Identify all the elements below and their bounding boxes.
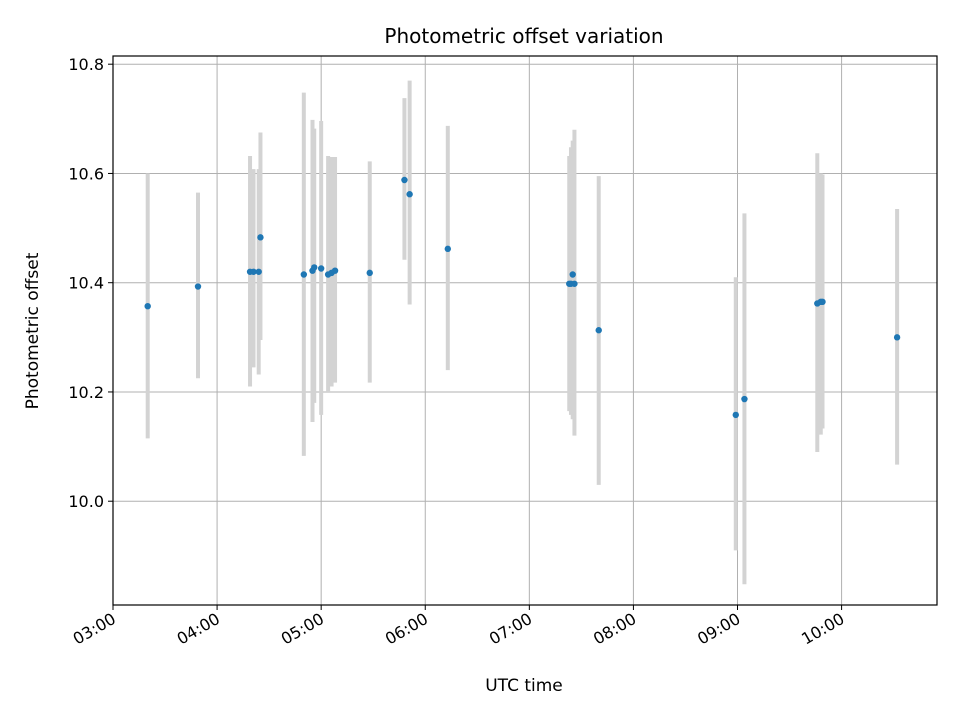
chart-title: Photometric offset variation bbox=[384, 24, 663, 48]
data-point bbox=[331, 267, 339, 274]
x-axis-label: UTC time bbox=[485, 676, 563, 696]
data-point bbox=[255, 268, 262, 275]
y-tick-label: 10.8 bbox=[68, 55, 104, 74]
y-tick-label: 10.2 bbox=[68, 383, 104, 402]
y-axis-label: Photometric offset bbox=[23, 252, 43, 409]
y-tick-label: 10.4 bbox=[68, 274, 104, 293]
data-point bbox=[250, 268, 257, 275]
data-point bbox=[444, 245, 452, 253]
data-point bbox=[569, 271, 576, 278]
data-point bbox=[401, 176, 408, 184]
y-tick-label: 10.6 bbox=[68, 164, 104, 183]
data-point bbox=[732, 411, 739, 419]
data-point bbox=[819, 298, 826, 306]
data-point bbox=[741, 395, 748, 403]
data-point bbox=[406, 191, 413, 198]
data-point bbox=[595, 327, 602, 334]
data-point bbox=[144, 302, 151, 310]
data-point bbox=[571, 280, 578, 287]
data-point bbox=[194, 283, 202, 290]
data-point bbox=[317, 265, 325, 272]
data-point bbox=[311, 264, 318, 271]
data-point bbox=[893, 334, 901, 341]
data-point bbox=[366, 269, 373, 277]
data-points bbox=[144, 176, 901, 419]
y-axis: 10.0 10.2 10.4 10.6 10.8 bbox=[68, 55, 113, 511]
y-tick-label: 10.0 bbox=[68, 492, 104, 511]
plot-frame bbox=[112, 55, 938, 606]
data-point bbox=[300, 271, 308, 278]
data-point bbox=[257, 234, 264, 241]
